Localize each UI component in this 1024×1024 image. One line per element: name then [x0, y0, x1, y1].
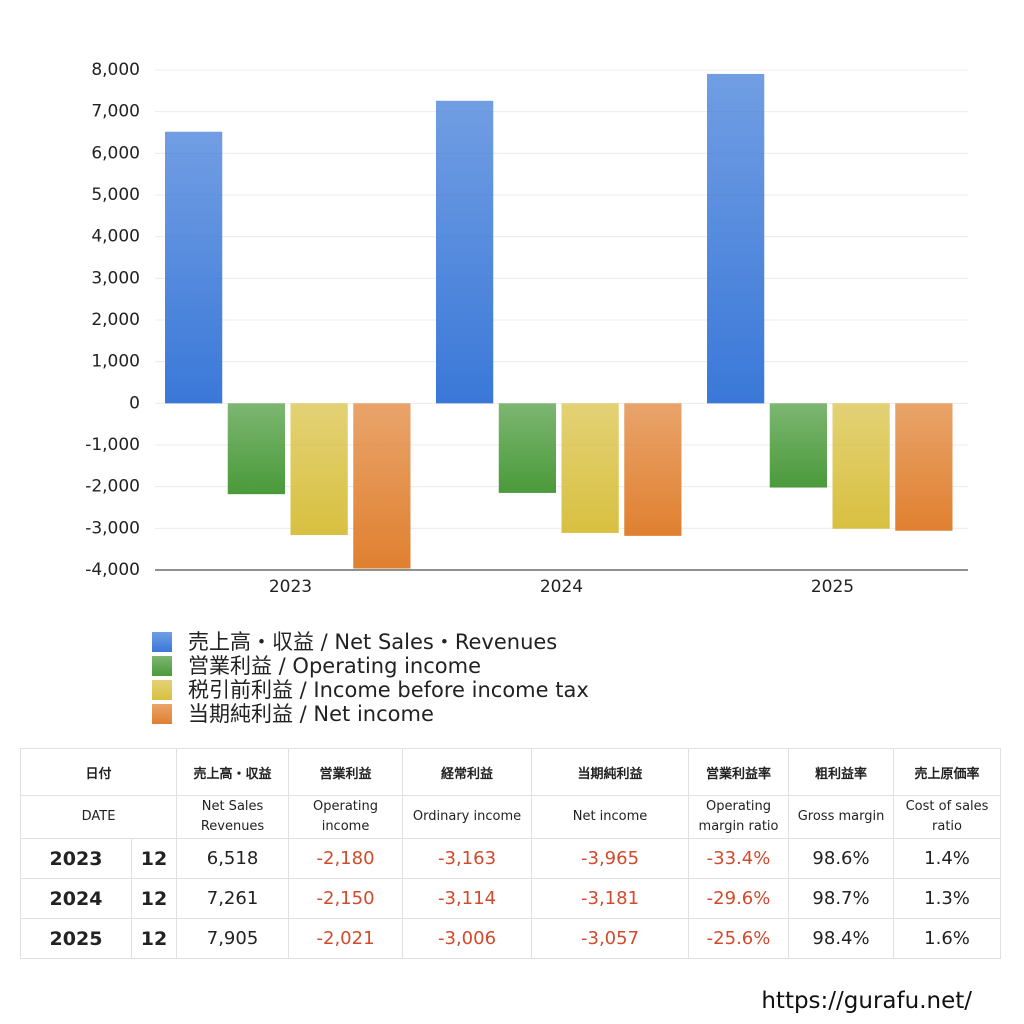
y-tick-label: -2,000	[85, 477, 140, 497]
y-tick-label: 2,000	[91, 310, 140, 330]
header-cell: 売上原価率	[893, 748, 1002, 796]
month-cell: 12	[130, 838, 178, 879]
legend-swatch	[152, 680, 172, 700]
value-cell: -3,057	[531, 918, 690, 959]
y-tick-label: -4,000	[85, 560, 140, 580]
value-cell: -29.6%	[688, 878, 790, 919]
bar	[624, 403, 682, 536]
month-cell: 12	[130, 918, 178, 959]
header-cell: Operating income	[288, 795, 404, 839]
y-tick-label: 4,000	[91, 227, 140, 247]
bar	[769, 403, 827, 488]
bar	[707, 73, 765, 404]
header-cell: Operating margin ratio	[688, 795, 790, 839]
year-cell: 2025	[20, 918, 132, 959]
value-cell: -3,114	[402, 878, 533, 919]
value-cell: -3,965	[531, 838, 690, 879]
header-row: 日付 売上高・収益 営業利益 経常利益 当期純利益 営業利益率 粗利益率 売上原価率	[19, 748, 1002, 796]
header-cell: 当期純利益	[531, 748, 690, 796]
header-cell: Net Sales Revenues	[176, 795, 290, 839]
y-tick-label: 5,000	[91, 185, 140, 205]
bar	[561, 403, 619, 533]
year-cell: 2024	[20, 878, 132, 919]
legend-label: 税引前利益 / Income before income tax	[188, 678, 589, 702]
bar	[290, 403, 348, 535]
header-cell: 日付	[19, 748, 178, 796]
legend-label: 売上高・収益 / Net Sales・Revenues	[188, 630, 557, 654]
y-tick-label: 6,000	[91, 143, 140, 163]
value-cell: -2,180	[288, 838, 404, 879]
legend-swatch	[152, 632, 172, 652]
header-cell: 営業利益率	[688, 748, 790, 796]
x-tick-label: 2025	[811, 577, 854, 597]
bar	[436, 100, 494, 404]
legend-label: 営業利益 / Operating income	[188, 654, 481, 678]
value-cell: 7,261	[176, 878, 290, 919]
bar	[353, 403, 411, 569]
y-tick-label: 7,000	[91, 102, 140, 122]
header-cell: Net income	[531, 795, 690, 839]
data-table: 日付 売上高・収益 営業利益 経常利益 当期純利益 営業利益率 粗利益率 売上原価率 DATE N…	[19, 748, 1002, 959]
value-cell: -2,021	[288, 918, 404, 959]
value-cell: 1.6%	[893, 918, 1002, 959]
value-cell: -3,181	[531, 878, 690, 919]
header-cell: DATE	[19, 795, 178, 839]
value-cell: 7,905	[176, 918, 290, 959]
bar	[498, 403, 556, 493]
y-tick-label: -1,000	[85, 435, 140, 455]
value-cell: 6,518	[176, 838, 290, 879]
header-cell: 売上高・収益	[176, 748, 290, 796]
value-cell: 98.7%	[788, 878, 895, 919]
legend-swatch	[152, 656, 172, 676]
data-row: 2023 12 6,518 -2,180 -3,163 -3,965 -33.4% 98.6%…	[20, 838, 1002, 879]
bar	[165, 131, 223, 404]
value-cell: 1.3%	[893, 878, 1002, 919]
y-tick-label: 8,000	[91, 60, 140, 80]
data-row: 2024 12 7,261 -2,150 -3,114 -3,181 -29.6% 98.7%…	[20, 878, 1002, 919]
value-cell: -2,150	[288, 878, 404, 919]
year-cell: 2023	[20, 838, 132, 879]
header-row: DATE Net Sales Revenues Operating income Or…	[19, 795, 1002, 839]
data-row: 2025 12 7,905 -2,021 -3,006 -3,057 -25.6% 98.4%…	[20, 918, 1002, 959]
y-tick-label: 0	[129, 393, 140, 413]
x-tick-label: 2023	[269, 577, 312, 597]
header-cell: Gross margin	[788, 795, 895, 839]
month-cell: 12	[130, 878, 178, 919]
bar	[227, 403, 285, 495]
value-cell: 98.6%	[788, 838, 895, 879]
header-cell: Ordinary income	[402, 795, 533, 839]
value-cell: -33.4%	[688, 838, 790, 879]
value-cell: -25.6%	[688, 918, 790, 959]
y-tick-label: 3,000	[91, 268, 140, 288]
x-tick-label: 2024	[540, 577, 583, 597]
site-url: https://gurafu.net/	[761, 988, 972, 1014]
legend-label: 当期純利益 / Net income	[188, 702, 434, 726]
value-cell: 1.4%	[893, 838, 1002, 879]
value-cell: 98.4%	[788, 918, 895, 959]
header-cell: Cost of sales ratio	[893, 795, 1002, 839]
legend-swatch	[152, 704, 172, 724]
header-cell: 経常利益	[402, 748, 533, 796]
value-cell: -3,163	[402, 838, 533, 879]
header-cell: 営業利益	[288, 748, 404, 796]
value-cell: -3,006	[402, 918, 533, 959]
y-tick-label: 1,000	[91, 352, 140, 372]
bar	[895, 403, 953, 531]
bar	[832, 403, 890, 529]
chart: -4,000 -3,000 -2,000 -1,000 0 1,000 2,000 3,000…	[85, 60, 968, 726]
y-tick-label: -3,000	[85, 518, 140, 538]
header-cell: 粗利益率	[788, 748, 895, 796]
